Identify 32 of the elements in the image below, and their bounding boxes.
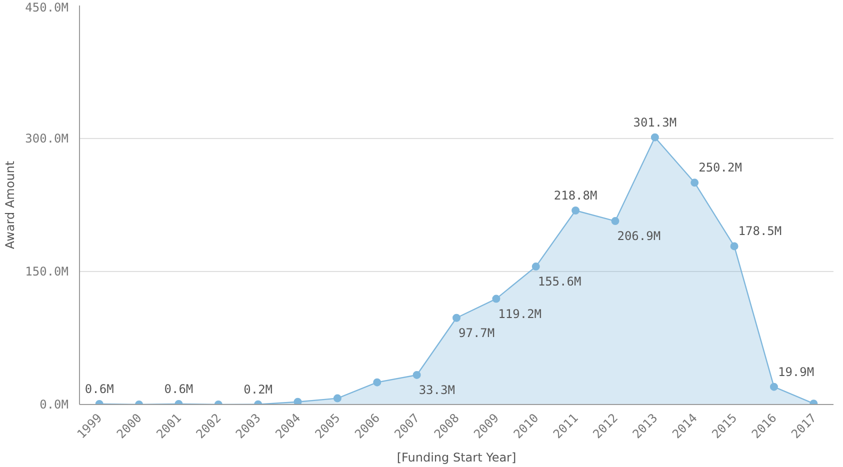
data-label: 19.9M bbox=[778, 364, 814, 379]
data-label: 206.9M bbox=[617, 229, 661, 244]
y-axis-title: Award Amount bbox=[3, 160, 18, 250]
point bbox=[412, 370, 421, 379]
data-label: 155.6M bbox=[538, 274, 582, 289]
y-tick-label: 300.0M bbox=[25, 132, 69, 146]
data-label: 301.3M bbox=[633, 115, 677, 130]
y-tick-label: 0.0M bbox=[40, 398, 69, 412]
point bbox=[730, 242, 738, 250]
point bbox=[572, 206, 580, 214]
data-label: 250.2M bbox=[698, 160, 742, 175]
point bbox=[532, 262, 540, 271]
point bbox=[373, 378, 382, 386]
data-label: 119.2M bbox=[498, 306, 542, 321]
point bbox=[770, 382, 778, 391]
data-label: 0.6M bbox=[164, 382, 194, 396]
x-axis-title: [Funding Start Year] bbox=[396, 450, 516, 464]
point bbox=[492, 294, 500, 303]
point bbox=[452, 314, 460, 322]
point bbox=[611, 217, 620, 226]
data-label: 33.3M bbox=[418, 382, 455, 397]
data-label: 0.2M bbox=[244, 382, 273, 396]
point bbox=[333, 394, 342, 402]
data-label: 178.5M bbox=[738, 224, 782, 238]
data-label: 0.6M bbox=[84, 382, 114, 396]
y-tick-label: 150.0M bbox=[25, 264, 69, 278]
point bbox=[650, 133, 659, 142]
point bbox=[294, 398, 302, 404]
point bbox=[690, 178, 699, 187]
data-label: 218.8M bbox=[554, 188, 598, 202]
y-tick-label: 450.0M bbox=[25, 0, 69, 14]
data-label: 97.7M bbox=[458, 326, 495, 340]
